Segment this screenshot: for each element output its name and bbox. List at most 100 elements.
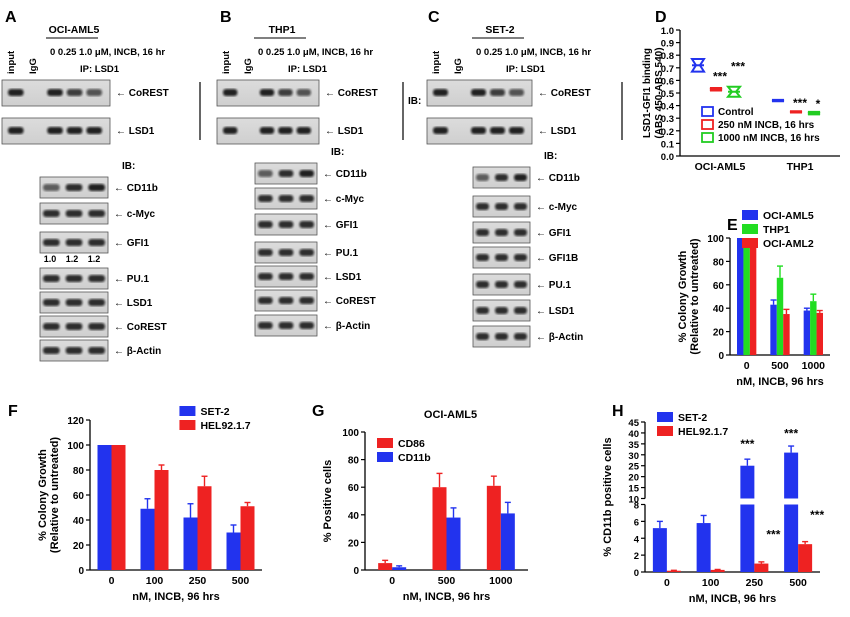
chart-panel-D: D 0.0 0.10.2 0.30.4 0.5 0.60.7 0.80.9 1.0 OCI-AM… <box>642 9 840 173</box>
y-tick-label: 20 <box>713 328 725 339</box>
y-tick-label: 80 <box>348 456 360 467</box>
y-tick-label: 0.4 <box>661 102 675 113</box>
band <box>88 299 105 306</box>
significance-label: * <box>816 97 821 111</box>
bar <box>770 304 777 355</box>
band <box>476 229 489 236</box>
band <box>86 89 102 96</box>
bar <box>154 470 169 570</box>
y-tick-label: 0 <box>353 566 359 577</box>
cell-line-label: THP1 <box>269 24 296 36</box>
quant-value: 1.2 <box>88 254 101 264</box>
significance-label: *** <box>731 59 745 73</box>
bar <box>240 506 255 570</box>
band-label: ← CoREST <box>114 322 167 333</box>
y-tick-label: 0.9 <box>661 39 674 50</box>
band <box>86 127 102 134</box>
x-tick-label: 100 <box>702 577 720 589</box>
y-tick-label: 35 <box>628 440 639 451</box>
bar <box>737 238 744 355</box>
band <box>278 127 293 134</box>
ip-label: IP: LSD1 <box>80 64 120 75</box>
bar <box>97 445 112 570</box>
x-tick-label: 0 <box>109 575 115 587</box>
legend-label: HEL92.1.7 <box>200 420 250 432</box>
band-label: ← c-Myc <box>536 202 578 213</box>
y-axis-label: % Colony Growth <box>37 449 49 541</box>
legend-label: CD11b <box>398 452 431 464</box>
band <box>88 347 105 354</box>
band <box>259 89 275 96</box>
bar <box>754 563 769 572</box>
legend-label: 1000 nM INCB, 16 hrs <box>718 133 820 144</box>
bar <box>666 570 681 572</box>
band <box>47 89 63 96</box>
legend-swatch <box>377 438 393 448</box>
legend-swatch <box>377 452 393 462</box>
chart-panel-F: F 0 20 40 60 80 100 120 0 100 250 500 nM, INCB, 96 h… <box>8 403 262 603</box>
y-tick-label: 0.5 <box>661 89 675 100</box>
y-tick-label: 60 <box>348 483 360 494</box>
band <box>495 254 508 261</box>
x-tick-label: THP1 <box>787 161 814 173</box>
legend-swatch <box>701 106 714 117</box>
band <box>471 127 486 134</box>
lane-label-input: input <box>6 50 17 74</box>
y-axis-label: % Colony Growth <box>677 250 689 342</box>
bar <box>710 569 725 572</box>
y-tick-label: 100 <box>707 234 724 245</box>
band <box>258 221 273 228</box>
band <box>514 254 527 261</box>
significance-label: *** <box>713 69 727 83</box>
band <box>258 322 273 329</box>
x-tick-label: 1000 <box>802 360 826 372</box>
band <box>259 127 275 134</box>
band <box>495 174 508 181</box>
legend-label: HEL92.1.7 <box>678 426 728 438</box>
x-tick-label: 500 <box>232 575 250 587</box>
x-axis-label: nM, INCB, 96 hrs <box>736 376 823 388</box>
legend-label: SET-2 <box>200 406 229 418</box>
band <box>66 89 83 96</box>
significance-label: *** <box>793 96 807 110</box>
panel-letter: F <box>8 403 18 420</box>
band <box>299 297 314 304</box>
band <box>65 239 83 246</box>
band <box>43 299 60 306</box>
panel-letter: C <box>428 9 440 26</box>
band <box>258 297 273 304</box>
panel-letter: B <box>220 9 232 26</box>
y-tick-label: 6 <box>634 517 639 528</box>
x-tick-label: 0 <box>744 360 750 372</box>
band <box>258 195 273 202</box>
bar <box>392 567 407 570</box>
y-axis-label: % CD11b positive cells <box>602 437 614 556</box>
band <box>514 333 527 340</box>
y-tick-label: 0 <box>78 566 84 577</box>
lane-label-input: input <box>431 50 442 74</box>
legend-swatch <box>657 412 673 422</box>
bar <box>197 486 212 570</box>
band <box>88 275 105 282</box>
legend-label: OCI-AML5 <box>763 210 814 222</box>
band <box>43 210 60 217</box>
y-tick-label: 0.7 <box>661 64 674 75</box>
legend-label: THP1 <box>763 224 790 236</box>
x-tick-label: 500 <box>771 360 789 372</box>
lane-label-input: input <box>221 50 232 74</box>
y-tick-label: 2 <box>634 551 639 562</box>
bar <box>652 528 667 572</box>
x-tick-label: 250 <box>189 575 207 587</box>
dose-label: 0 0.25 1.0 μM, INCB, 16 hr <box>50 47 165 58</box>
chart-panels: D 0.0 0.10.2 0.30.4 0.5 0.60.7 0.80.9 1.0 OCI-AM… <box>8 9 840 605</box>
band <box>299 273 314 280</box>
bar <box>743 238 750 355</box>
y-axis-label: % Positive cells <box>322 460 334 543</box>
y-tick-label: 0.1 <box>661 139 675 150</box>
band <box>514 281 527 288</box>
western-blot-panels: A OCI-AML5 0 0.25 1.0 μM, INCB, 16 hr IP: L… <box>1 9 623 362</box>
x-tick-label: 0 <box>664 577 670 589</box>
y-tick-label: 0 <box>634 568 639 579</box>
band <box>509 89 524 96</box>
